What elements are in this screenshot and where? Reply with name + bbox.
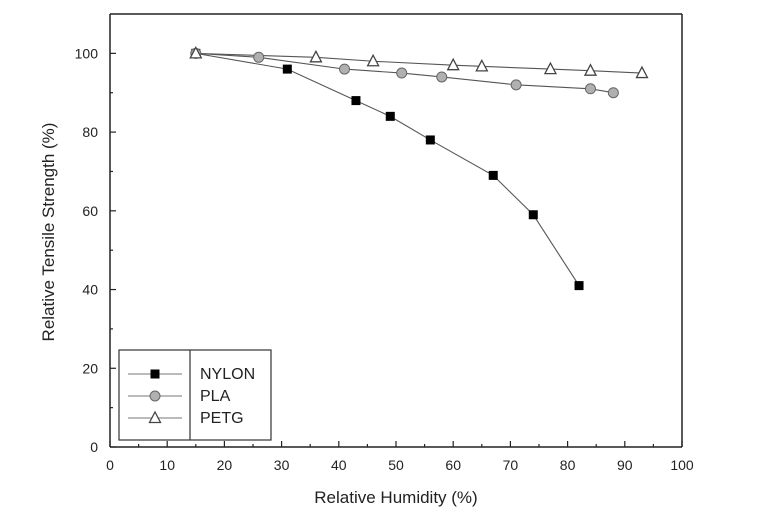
x-tick-label: 10 — [159, 457, 175, 473]
x-tick-label: 60 — [445, 457, 461, 473]
data-point-petg — [189, 45, 203, 59]
y-tick-label: 80 — [82, 124, 98, 140]
y-tick-label: 100 — [75, 45, 99, 61]
data-point-petg — [366, 53, 380, 67]
series-markers — [189, 45, 649, 291]
x-tick-label: 80 — [560, 457, 576, 473]
x-tick-label: 70 — [503, 457, 519, 473]
x-tick-label: 100 — [670, 457, 694, 473]
data-point-nylon — [385, 111, 395, 121]
series-line-petg — [195, 52, 642, 74]
x-tick-label: 40 — [331, 457, 347, 473]
data-point-petg — [583, 63, 598, 76]
series-line-nylon — [195, 52, 580, 286]
legend-label-petg: PETG — [200, 410, 244, 427]
x-axis-label: Relative Humidity (%) — [314, 488, 477, 507]
legend-label-nylon: NYLON — [200, 366, 255, 383]
data-point-petg — [635, 65, 649, 79]
data-point-pla — [607, 87, 619, 99]
legend: NYLON PLA PETG — [118, 349, 272, 441]
data-point-petg — [446, 57, 460, 71]
axes: 0 10 20 30 40 50 60 70 80 90 100 0 20 40 60 80 100 — [75, 13, 694, 473]
x-tick-label: 20 — [217, 457, 233, 473]
data-point-petg — [543, 61, 558, 75]
series-line-pla — [195, 52, 614, 94]
y-tick-label: 20 — [82, 360, 98, 376]
x-tick-label: 50 — [388, 457, 404, 473]
data-point-nylon — [282, 64, 292, 74]
legend-box — [118, 349, 272, 441]
data-point-nylon — [528, 210, 538, 220]
data-point-pla — [584, 83, 596, 95]
x-tick-label: 30 — [274, 457, 290, 473]
data-point-petg — [475, 58, 489, 72]
data-point-nylon — [351, 96, 361, 106]
data-point-pla — [339, 63, 351, 75]
data-point-pla — [436, 71, 448, 83]
y-tick-label: 40 — [82, 282, 98, 298]
legend-label-pla: PLA — [200, 388, 231, 405]
y-tick-label: 0 — [90, 439, 98, 455]
data-point-nylon — [488, 170, 498, 180]
data-point-pla — [253, 51, 265, 63]
y-tick-label: 60 — [82, 203, 98, 219]
legend-marker-nylon — [150, 369, 160, 379]
legend-marker-pla — [149, 390, 161, 402]
y-axis-label: Relative Tensile Strength (%) — [39, 123, 58, 342]
x-tick-label: 90 — [617, 457, 633, 473]
data-point-nylon — [574, 281, 584, 291]
x-tick-label: 0 — [106, 457, 114, 473]
legend-marker-petg — [148, 410, 162, 424]
data-point-nylon — [425, 135, 435, 145]
data-point-pla — [396, 67, 408, 79]
data-point-petg — [309, 49, 323, 63]
data-point-pla — [510, 79, 522, 91]
series-lines — [195, 52, 642, 286]
